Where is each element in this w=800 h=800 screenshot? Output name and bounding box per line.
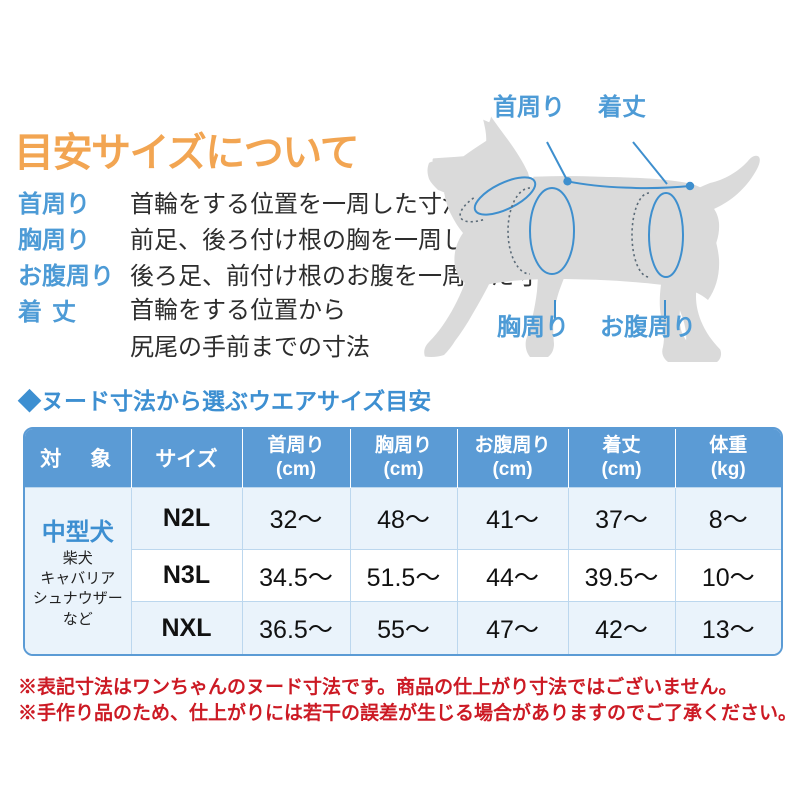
svg-text:着丈: 着丈 <box>598 93 646 121</box>
svg-text:首周り: 首周り <box>493 93 565 121</box>
svg-text:胸周り: 胸周り <box>497 314 569 341</box>
svg-text:お腹周り: お腹周り <box>600 313 696 341</box>
